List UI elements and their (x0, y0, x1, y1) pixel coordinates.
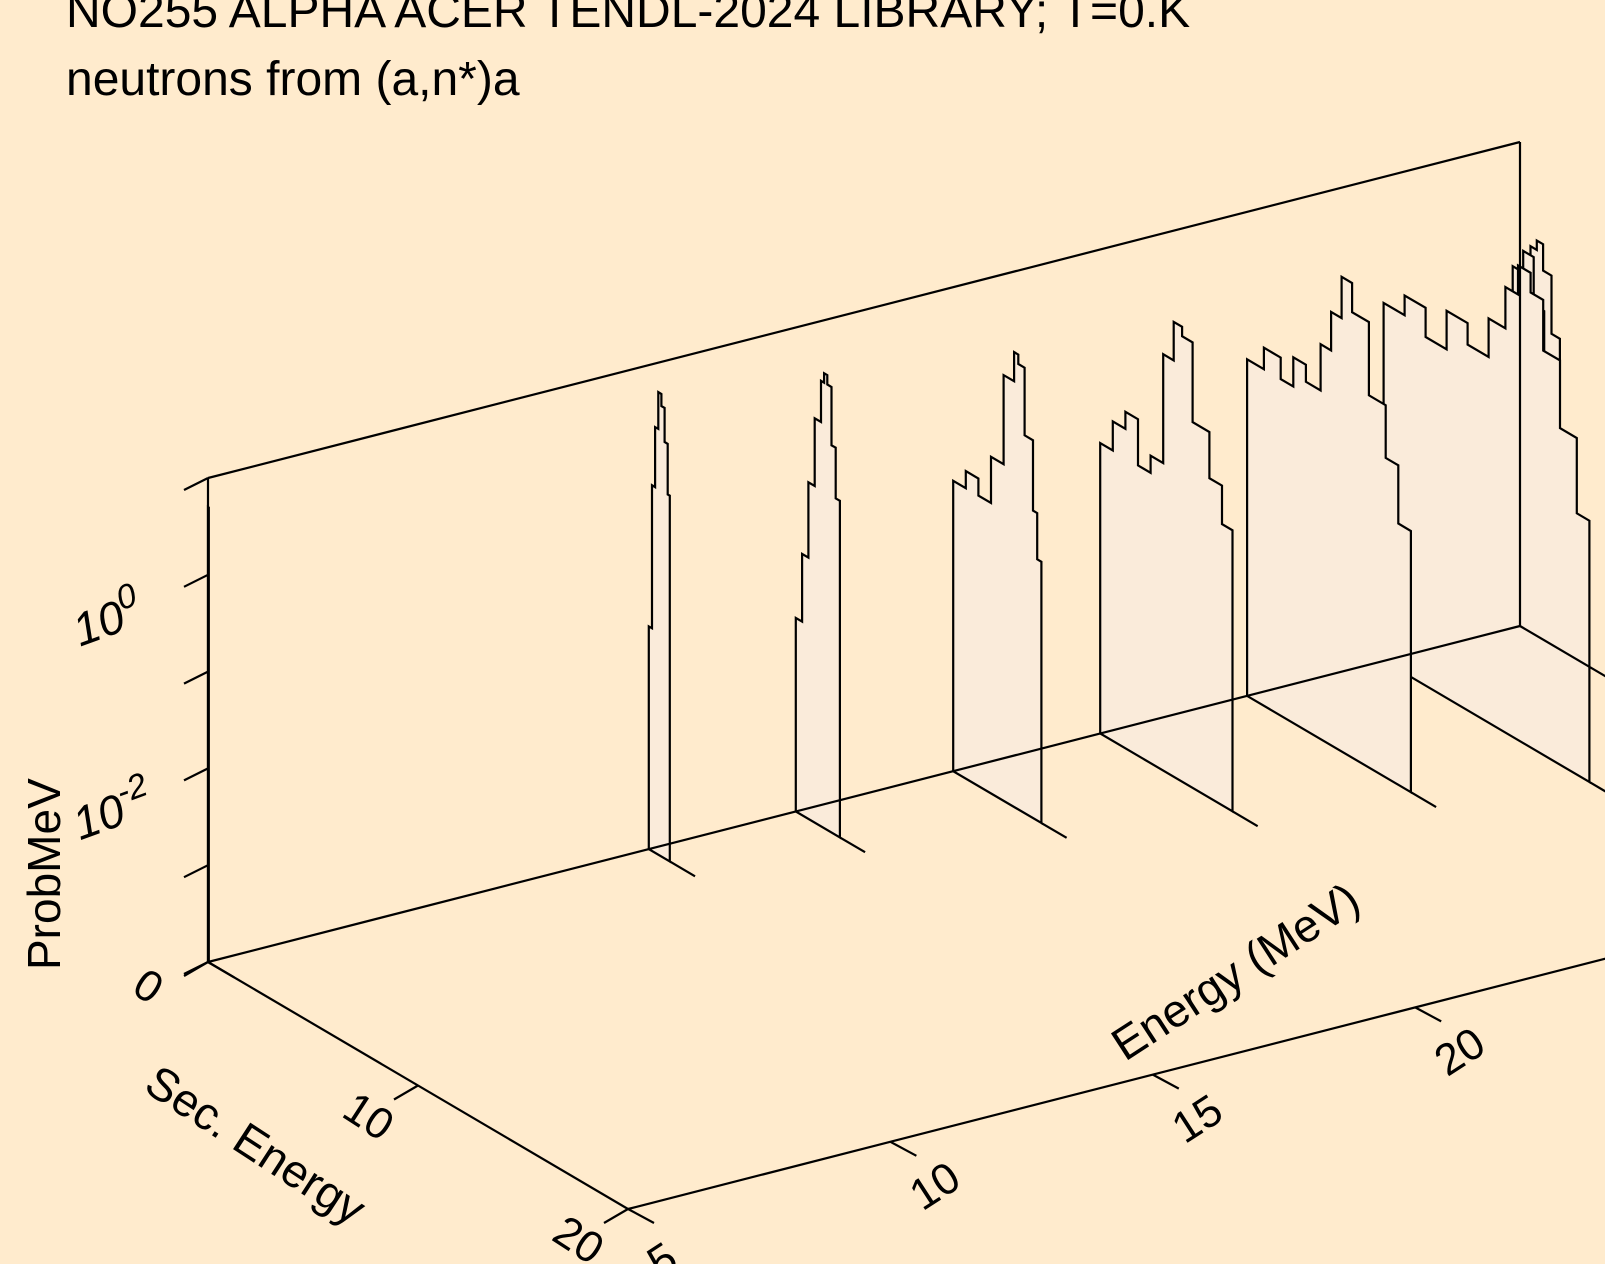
z-tick-mark (183, 864, 209, 879)
series-slice-13.4 (647, 390, 671, 864)
y-tick-label: 10 (901, 1152, 969, 1220)
series-slice-16.2 (794, 371, 842, 840)
series-baseline-13.4 (669, 860, 696, 878)
series-slices (206, 238, 1605, 979)
series-baseline-22 (1231, 810, 1259, 828)
y-tick-mark (627, 1208, 655, 1224)
series-slice-27.4 (1382, 263, 1591, 784)
x-axis-label: Sec. Energy (137, 1055, 375, 1235)
x-tick-label: 10 (335, 1083, 403, 1151)
z-tick-mark (183, 767, 209, 782)
y-tick-label: 5 (639, 1233, 686, 1264)
frame-back-bottom (207, 624, 1521, 964)
z-tick-mark (183, 573, 209, 588)
plot-frame (206, 140, 1605, 1211)
series-baseline-19.2 (1040, 822, 1068, 839)
y-axis-label: Energy (MeV) (1102, 872, 1368, 1070)
x-tick-label: 0 (125, 959, 172, 1013)
frame-back-top (207, 140, 1521, 480)
x-tick-mark (393, 1084, 419, 1101)
z-tick-mark (183, 670, 209, 685)
z-tick-label: 100 (63, 576, 149, 656)
frame-right-floor (1519, 625, 1605, 678)
chart-subtitle: neutrons from (a,n*)a (66, 53, 520, 106)
y-tick-label: 20 (1426, 1018, 1494, 1086)
series-baseline-27.4 (1588, 781, 1605, 793)
x-tick-label: 20 (545, 1206, 613, 1264)
y-tick-label: 15 (1164, 1085, 1232, 1153)
z-tick-label: 10-2 (63, 766, 160, 850)
x-tick-mark (603, 1208, 629, 1224)
series-baseline-24.8 (1410, 791, 1437, 808)
y-tick-mark (1414, 1006, 1442, 1023)
series-slice-22 (1099, 319, 1234, 814)
series-baseline-16.2 (839, 836, 866, 854)
y-tick-mark (889, 1140, 917, 1157)
z-tick-mark (183, 477, 209, 491)
frame-e-axis (627, 957, 1605, 1211)
series-slice-19.2 (952, 350, 1043, 825)
z-axis-label: ProbMeV (18, 778, 70, 970)
chart-title: NO255 ALPHA ACER TENDL-2024 LIBRARY; T=0… (66, 0, 1190, 38)
z-tick-mark (183, 961, 209, 975)
y-tick-mark (1152, 1073, 1180, 1090)
